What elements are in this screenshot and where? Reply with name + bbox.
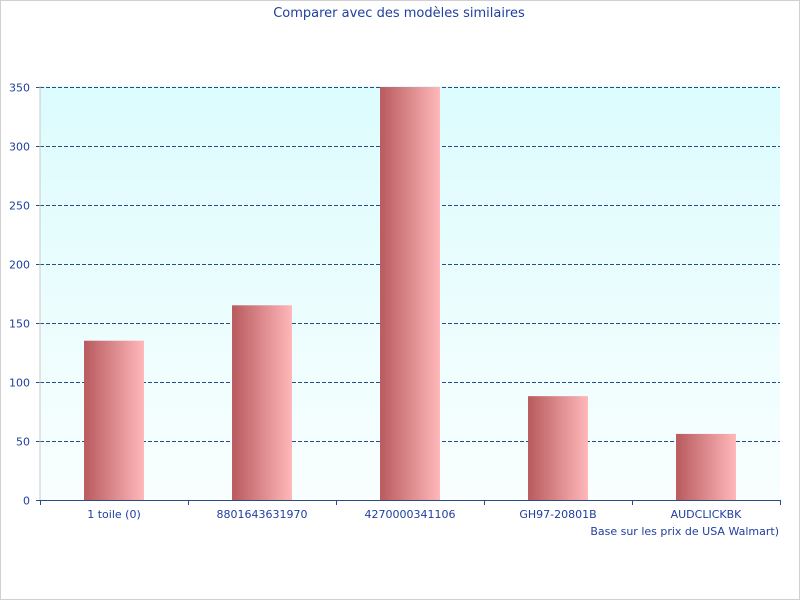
x-axis-title: Base sur les prix de USA Walmart) (590, 525, 779, 538)
bar (528, 396, 588, 500)
y-tick-label: 200 (9, 259, 30, 272)
bars (84, 87, 736, 500)
bar (232, 305, 292, 500)
x-axis-ticks: 1 toile (0) 8801643631970 4270000341106 GH9… (40, 500, 781, 521)
x-tick-label: GH97-20801B (519, 508, 596, 521)
bar (84, 340, 144, 500)
y-tick-label: 300 (9, 141, 30, 154)
x-tick-label: 4270000341106 (365, 508, 456, 521)
x-tick-label: AUDCLICKBK (671, 508, 743, 521)
bar (380, 87, 440, 500)
bar (676, 433, 736, 500)
y-tick-label: 0 (23, 495, 30, 508)
y-tick-label: 150 (9, 318, 30, 331)
y-tick-label: 100 (9, 377, 30, 390)
chart-title: Comparer avec des modèles similaires (273, 6, 525, 21)
y-tick-label: 350 (9, 82, 30, 95)
y-tick-label: 50 (16, 436, 30, 449)
x-tick-label: 8801643631970 (217, 508, 308, 521)
x-tick-label: 1 toile (0) (87, 508, 141, 521)
y-tick-label: 250 (9, 200, 30, 213)
y-axis-ticks: 0 50 100 150 200 250 300 350 (9, 82, 40, 508)
